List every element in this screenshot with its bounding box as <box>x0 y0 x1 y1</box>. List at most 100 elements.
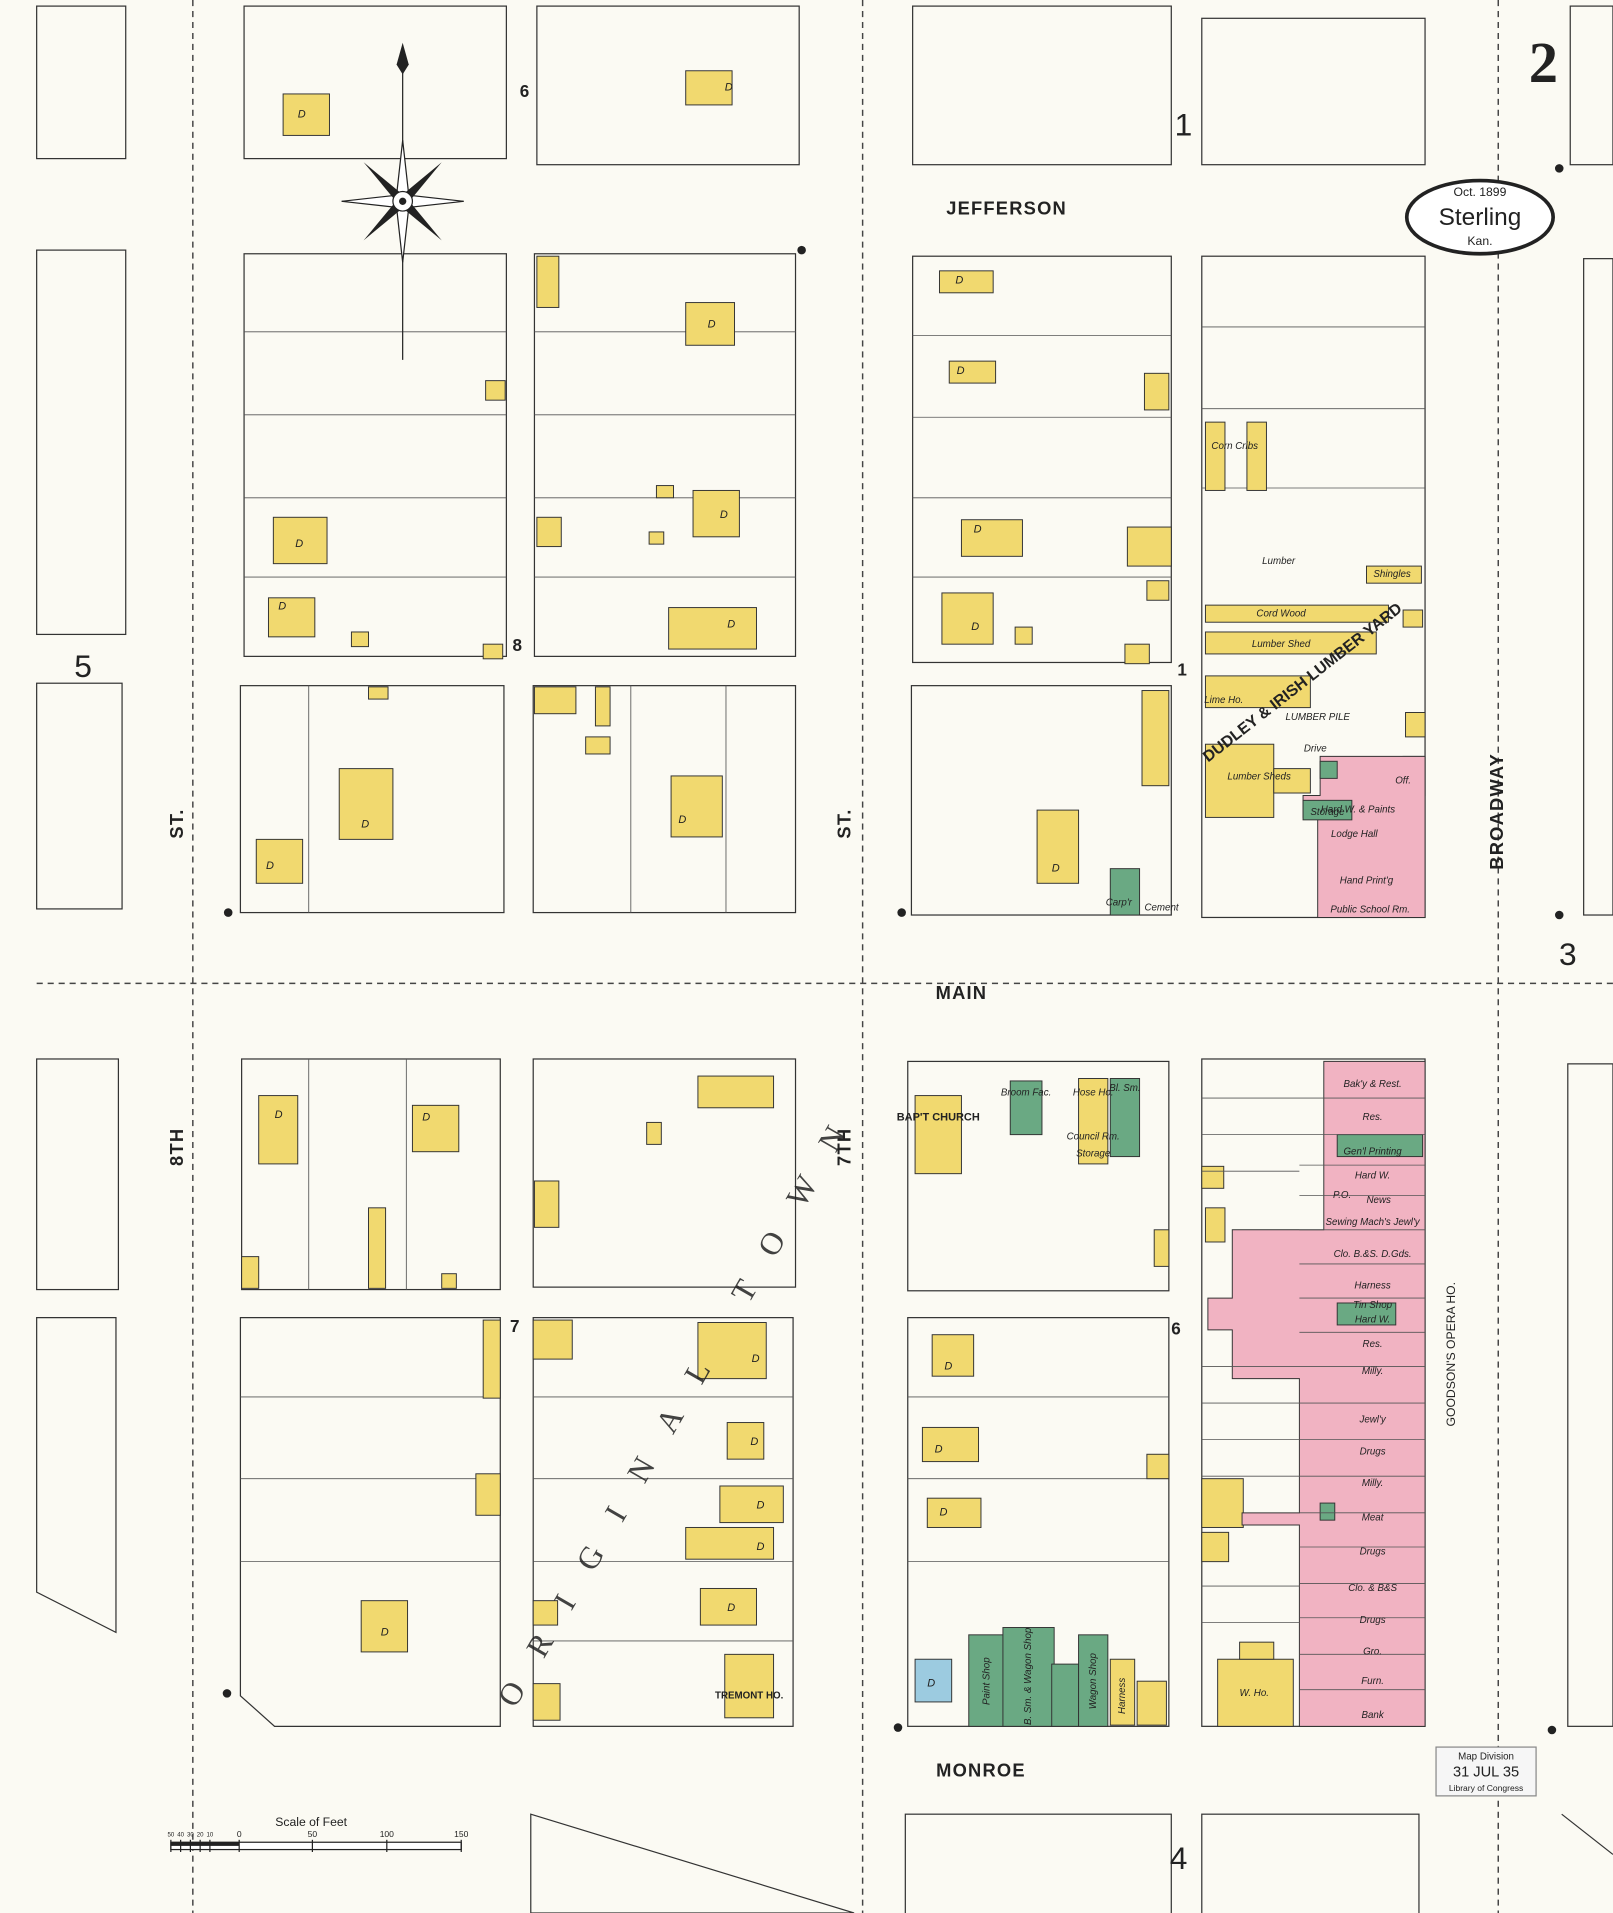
dwelling: D <box>971 621 979 633</box>
stamp-text: Library of Congress <box>1449 1783 1523 1793</box>
building-label: Lumber Shed <box>1252 639 1311 650</box>
building-label: Hand Print'g <box>1340 875 1394 886</box>
scale-tick-label: 50 <box>308 1829 318 1839</box>
buildings-frame <box>241 70 1426 1727</box>
dwelling: D <box>935 1443 943 1455</box>
building-label: Cement <box>1144 902 1179 913</box>
dwelling: D <box>955 275 963 287</box>
opera-label: Goodson's Opera Ho. <box>1444 1282 1458 1427</box>
block-number: 6 <box>1171 1319 1181 1338</box>
store-label: Bak'y & Rest. <box>1343 1079 1401 1090</box>
dwelling: D <box>361 819 369 831</box>
dwelling: D <box>750 1436 758 1448</box>
store-label: Hard W. <box>1355 1171 1390 1182</box>
scale-tick-label: 100 <box>380 1829 394 1839</box>
building-label: Cord Wood <box>1256 608 1306 619</box>
dwelling: D <box>944 1360 952 1372</box>
dwelling: D <box>298 109 306 121</box>
store-label: Drugs <box>1360 1446 1386 1457</box>
hotel-label: Tremont Ho. <box>715 1690 784 1701</box>
store-label: Tin Shop <box>1353 1300 1393 1311</box>
key-town: Sterling <box>1439 204 1522 231</box>
dwelling: D <box>939 1507 947 1519</box>
building-label: Public School Rm. <box>1330 905 1410 916</box>
building-label: Bl. Sm. <box>1109 1083 1140 1094</box>
street-name: St. <box>166 808 187 838</box>
building-label: Lime Ho. <box>1204 695 1243 706</box>
dwelling: D <box>422 1111 430 1123</box>
street-name: 8th <box>166 1128 187 1166</box>
store-label: Meat <box>1362 1512 1385 1523</box>
block-number: 5 <box>74 648 92 684</box>
store-label: Hard W. <box>1355 1315 1390 1326</box>
building-label: Corn Cribs <box>1211 441 1258 452</box>
block-number: 6 <box>520 82 529 101</box>
dwelling: D <box>974 523 982 535</box>
street-name: St. <box>833 808 854 838</box>
dwelling: D <box>927 1678 935 1690</box>
building-label: Storage <box>1310 807 1345 818</box>
scale-tick-label: 20 <box>197 1832 204 1839</box>
key-date: Oct. 1899 <box>1454 185 1507 199</box>
scale-tick-label: 10 <box>207 1832 214 1839</box>
dwelling: D <box>381 1626 389 1638</box>
store-label: Res. <box>1363 1339 1383 1350</box>
stamp-text: 31 JUL 35 <box>1453 1765 1519 1781</box>
building-labels: Bap't Church Tremont Ho. Goodson's Opera… <box>715 441 1458 1725</box>
building-label: Lumber <box>1262 556 1296 567</box>
building-label: Off. <box>1395 775 1411 786</box>
store-label: Gro. <box>1363 1646 1382 1657</box>
building-label: Lumber Sheds <box>1227 772 1291 783</box>
dwelling: D <box>725 82 733 94</box>
dwelling: D <box>752 1353 760 1365</box>
building-label: Council Rm. <box>1067 1132 1120 1143</box>
stamp-text: Map Division <box>1458 1751 1514 1762</box>
store-label: P.O. <box>1333 1190 1351 1201</box>
building-label: Lodge Hall <box>1331 829 1378 840</box>
building-label: Paint Shop <box>982 1657 993 1705</box>
dwelling: D <box>275 1109 283 1121</box>
street-name: Monroe <box>936 1759 1026 1780</box>
street-name: Broadway <box>1486 753 1507 870</box>
dwelling: D <box>756 1541 764 1553</box>
store-label: Jewl'y <box>1358 1415 1386 1426</box>
building-label: Hose Ho. <box>1073 1088 1114 1099</box>
store-label: Clo. & B&S <box>1348 1583 1397 1594</box>
block-number: 7 <box>510 1317 520 1336</box>
block-number: 1 <box>1177 661 1187 680</box>
dwelling: D <box>720 509 728 521</box>
buildings-brick <box>914 755 1426 1727</box>
scale-tick-label: 40 <box>177 1832 184 1839</box>
store-label: Drugs <box>1360 1546 1386 1557</box>
key-oval <box>1404 178 1555 256</box>
compass <box>341 42 464 360</box>
store-label: Harness <box>1354 1280 1390 1291</box>
building-label: Harness <box>1117 1678 1128 1714</box>
dwelling: D <box>708 318 716 330</box>
dwelling: D <box>1052 863 1060 875</box>
block-number: 3 <box>1559 936 1577 972</box>
building-label: Broom Fac. <box>1001 1088 1051 1099</box>
dwelling: D <box>278 600 286 612</box>
store-label: Sewing Mach's Jewl'y <box>1325 1217 1420 1228</box>
street-name: Jefferson <box>946 198 1067 219</box>
dwelling: D <box>727 1602 735 1614</box>
store-label: Drugs <box>1360 1615 1386 1626</box>
store-label: Milly. <box>1362 1478 1383 1489</box>
building-label: Wagon Shop <box>1088 1653 1099 1710</box>
street-lines <box>36 0 1613 1913</box>
building-label: Storage <box>1076 1149 1111 1160</box>
scale-bar: Scale of Feet 50 40 30 20 10 0 50 100 150 <box>167 1815 469 1852</box>
store-labels: Bak'y & Rest. Res. Gen'l Printing Hard W. P.… <box>1325 1079 1420 1721</box>
scale-tick-label: 150 <box>454 1829 468 1839</box>
store-label: Milly. <box>1362 1366 1383 1377</box>
scale-tick-label: 0 <box>237 1829 242 1839</box>
church-label: Bap't Church <box>897 1111 980 1123</box>
store-label: Clo. B.&S. D.Gds. <box>1334 1249 1412 1260</box>
building-label: Drive <box>1304 744 1327 755</box>
building-label: Carp'r <box>1106 897 1133 908</box>
store-label: Gen'l Printing <box>1343 1146 1402 1157</box>
scale-title: Scale of Feet <box>275 1815 347 1829</box>
building-label: W. Ho. <box>1240 1688 1269 1699</box>
